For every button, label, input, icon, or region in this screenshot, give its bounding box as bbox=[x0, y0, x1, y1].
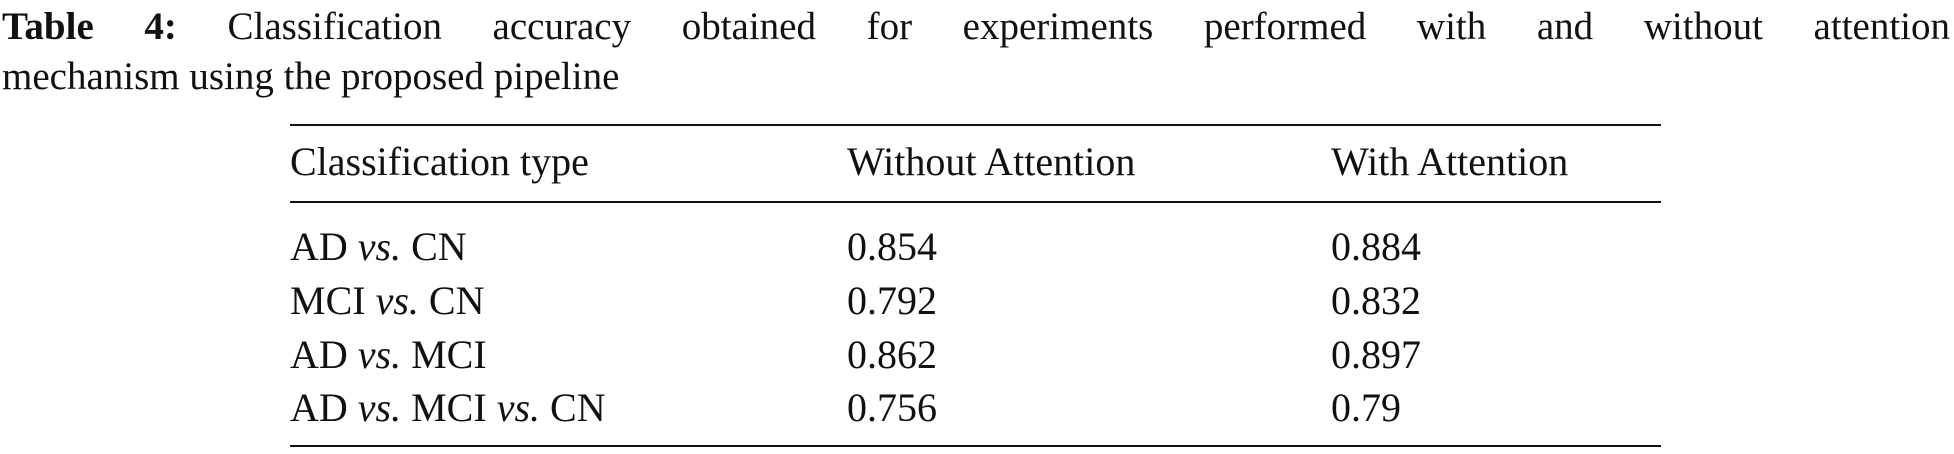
label-part: vs. bbox=[357, 385, 402, 430]
bottom-rule bbox=[290, 445, 1661, 447]
value-cell: 0.862 bbox=[847, 332, 937, 377]
label-part: AD bbox=[290, 332, 348, 377]
value-cell: 0.79 bbox=[1331, 385, 1401, 430]
label-part: MCI bbox=[411, 332, 487, 377]
label-part: CN bbox=[411, 224, 467, 269]
label-part: vs. bbox=[357, 332, 402, 377]
label-part: vs. bbox=[496, 385, 541, 430]
header-cell: With Attention bbox=[1331, 139, 1569, 184]
value-cell: 0.897 bbox=[1331, 332, 1421, 377]
value-cell: 0.832 bbox=[1331, 278, 1421, 323]
label-part: MCI bbox=[290, 278, 366, 323]
mid-rule bbox=[290, 201, 1661, 203]
label-part: MCI bbox=[411, 385, 487, 430]
row-label: AD vs. CN bbox=[290, 224, 467, 270]
value-cell: 0.854 bbox=[847, 224, 937, 269]
caption-text: Classification accuracy obtained for exp… bbox=[227, 5, 1951, 48]
caption-label: Table 4: bbox=[2, 5, 177, 48]
caption-text: mechanism using the proposed pipeline bbox=[2, 55, 620, 98]
value-cell: 0.792 bbox=[847, 278, 937, 323]
row-label: AD vs. MCI bbox=[290, 332, 487, 378]
label-part: vs. bbox=[375, 278, 419, 323]
caption-line: Table 4: Classification accuracy obtaine… bbox=[2, 4, 1950, 50]
value-cell: 0.884 bbox=[1331, 224, 1421, 269]
row-label: MCI vs. CN bbox=[290, 278, 484, 324]
label-part: CN bbox=[550, 385, 606, 430]
label-part: AD bbox=[290, 385, 348, 430]
caption-line: mechanism using the proposed pipeline bbox=[2, 54, 1950, 100]
header-cell: Without Attention bbox=[847, 139, 1136, 184]
top-rule bbox=[290, 124, 1661, 126]
value-cell: 0.756 bbox=[847, 385, 937, 430]
label-part: vs. bbox=[357, 224, 402, 269]
label-part: AD bbox=[290, 224, 348, 269]
header-cell: Classification type bbox=[290, 139, 589, 184]
row-label: AD vs. MCI vs. CN bbox=[290, 385, 606, 431]
label-part: CN bbox=[428, 278, 485, 323]
